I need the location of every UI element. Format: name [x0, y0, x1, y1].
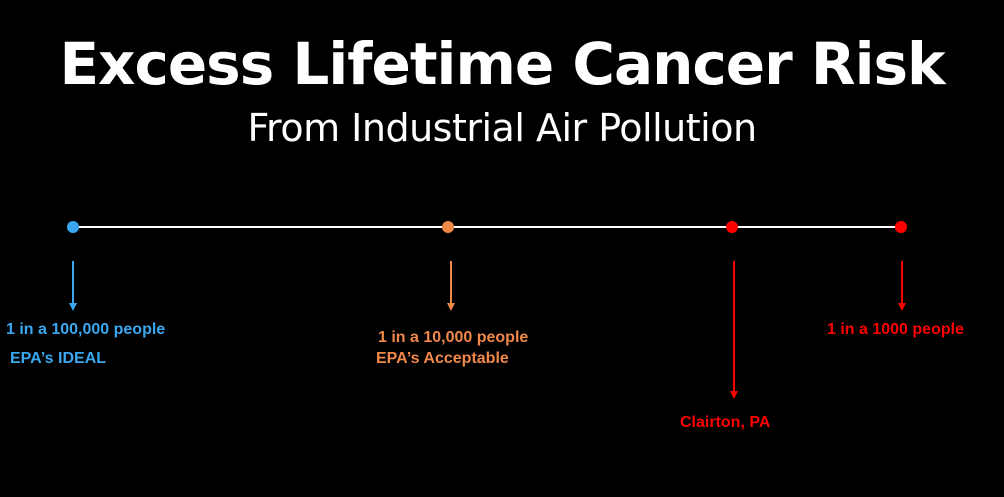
diagram-title: Excess Lifetime Cancer Risk — [59, 30, 945, 98]
acceptable-risk-label: 1 in a 10,000 people — [378, 329, 529, 346]
acceptable-risk-dot — [442, 221, 454, 233]
ideal-note-label: EPA’s IDEAL — [10, 350, 107, 367]
clairton-risk-dot — [726, 221, 738, 233]
high-risk-label: 1 in a 1000 people — [827, 321, 964, 338]
diagram-subtitle: From Industrial Air Pollution — [247, 106, 757, 150]
clairton-label: Clairton, PA — [680, 414, 771, 431]
ideal-risk-label: 1 in a 100,000 people — [6, 321, 166, 338]
ideal-risk-dot — [67, 221, 79, 233]
acceptable-note-label: EPA’s Acceptable — [376, 350, 509, 367]
high-risk-dot — [895, 221, 907, 233]
